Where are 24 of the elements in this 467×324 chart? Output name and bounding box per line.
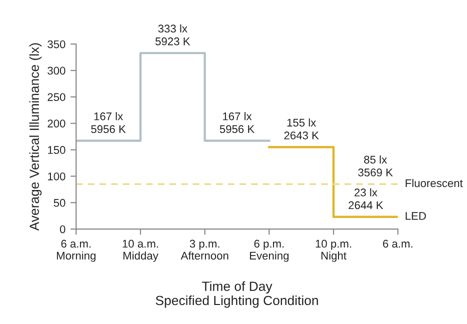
y-tick-label: 300 xyxy=(48,66,66,75)
y-tick-label: 200 xyxy=(48,120,66,128)
x-tick-label: 3 p.m. Afternoon xyxy=(180,240,228,260)
y-tick-label: 100 xyxy=(48,172,66,180)
y-tick-label: 50 xyxy=(54,198,66,207)
annotation: 333 lx 5923 K xyxy=(155,24,190,46)
annotation: 167 lx 5956 K xyxy=(91,112,126,134)
y-tick-label: 150 xyxy=(48,146,66,154)
y-tick-label: 0 xyxy=(60,225,66,234)
x-tick-label: 6 p.m. Evening xyxy=(250,240,289,262)
annotation: 23 lx 2644 K xyxy=(348,188,384,210)
x-tick-label: 6 a.m. xyxy=(383,240,412,248)
x-tick-label: 6 a.m. Morning xyxy=(56,240,96,262)
annotation: 155 lx 2643 K xyxy=(284,118,319,140)
x-tick-label: 10 a.m. Midday xyxy=(122,240,158,262)
ref-line-label: Fluorescent xyxy=(406,178,463,188)
y-axis-title: Average Vertical Illuminance (lx) xyxy=(29,43,42,231)
annotation: 85 lx 3569 K xyxy=(358,155,393,176)
x-axis-title: Time of Day Specified Lighting Condition xyxy=(156,281,318,308)
y-tick-label: 250 xyxy=(48,93,66,102)
series-label: LED xyxy=(406,212,426,220)
x-tick-label: 10 p.m. Night xyxy=(316,240,352,262)
y-tick-label: 350 xyxy=(48,40,66,48)
annotation: 167 lx 5956 K xyxy=(220,112,254,134)
